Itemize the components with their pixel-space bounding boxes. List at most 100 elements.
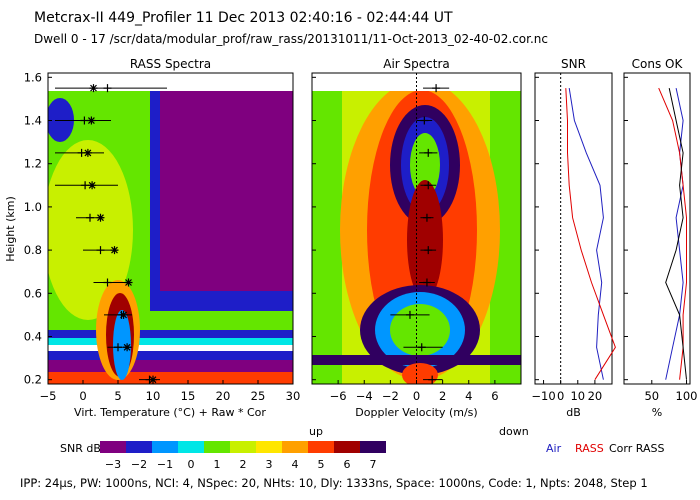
x-tick-label: 15 — [181, 389, 196, 403]
colorbar-swatch — [204, 441, 230, 453]
heat-band — [312, 91, 342, 384]
colorbar-tick: −2 — [131, 458, 147, 471]
rass-corrected-point — [87, 116, 96, 125]
panel-title-1: Air Spectra — [383, 57, 450, 71]
heat-blob — [390, 304, 450, 356]
legend-entry-2: Corr RASS — [609, 442, 664, 455]
legend-entry-0: Air — [546, 442, 562, 455]
snr-series-rass — [565, 88, 616, 380]
colorbar-tick: 2 — [240, 458, 247, 471]
x-tick-label: −10 — [531, 389, 555, 403]
rass-corrected-point — [96, 213, 105, 222]
x-tick-label: 10 — [146, 389, 161, 403]
panel-frame-3 — [623, 72, 691, 385]
x-tick-label: 4 — [465, 389, 472, 403]
air-velocity-point — [420, 116, 429, 125]
up-label: up — [309, 425, 323, 438]
footer-params: IPP: 24μs, PW: 1000ns, NCI: 4, NSpec: 20… — [20, 476, 648, 490]
air-velocity-point — [422, 278, 431, 287]
air-velocity-point — [432, 84, 441, 93]
x-tick-label: 5 — [114, 389, 121, 403]
x-tick-label: 0 — [413, 389, 420, 403]
heat-blob — [160, 91, 293, 291]
colorbar-tick: 5 — [318, 458, 325, 471]
x-tick-label: −6 — [330, 389, 347, 403]
colorbar-tick: 7 — [370, 458, 377, 471]
panel-frame-2 — [534, 72, 613, 385]
x-tick-label: 100 — [676, 389, 698, 403]
colorbar-swatch — [126, 441, 152, 453]
colorbar-swatch — [256, 441, 282, 453]
y-tick-label: 0.8 — [24, 243, 42, 257]
air-spectra-heatmap — [312, 91, 521, 384]
colorbar-swatch — [178, 441, 204, 453]
heat-band — [312, 355, 521, 365]
panel-title-2: SNR — [561, 57, 586, 71]
heat-blob — [410, 133, 440, 197]
y-tick-label: 0.2 — [24, 373, 42, 387]
heat-band — [48, 372, 293, 384]
air-velocity-point — [424, 246, 433, 255]
rass-corrected-point — [119, 310, 128, 319]
rass-corrected-point — [123, 343, 132, 352]
colorbar-tick: 3 — [266, 458, 273, 471]
x-tick-label: 25 — [251, 389, 266, 403]
colorbar-swatch — [230, 441, 256, 453]
colorbar-tick: −1 — [157, 458, 173, 471]
snr-series-air — [568, 88, 604, 380]
down-label: down — [499, 425, 529, 438]
colorbar-tick: −3 — [105, 458, 121, 471]
x-tick-label: 6 — [491, 389, 498, 403]
heat-blob — [48, 98, 74, 142]
colorbar-swatch — [282, 441, 308, 453]
x-tick-label: 10 — [570, 389, 585, 403]
x-tick-label: 20 — [588, 389, 603, 403]
rass-corrected-point — [88, 181, 97, 190]
rass-corrected-point — [89, 84, 98, 93]
x-tick-label: 20 — [216, 389, 231, 403]
colorbar-swatch — [308, 441, 334, 453]
rass-raw-point — [81, 181, 90, 190]
x-axis-label-1: Doppler Velocity (m/s) — [355, 406, 477, 419]
x-tick-label: −5 — [40, 389, 57, 403]
header-title: Metcrax-II 449_Profiler 11 Dec 2013 02:4… — [34, 10, 453, 26]
x-axis-label-3: % — [652, 406, 662, 419]
rass-corrected-point — [83, 148, 92, 157]
colorbar-swatch — [360, 441, 386, 453]
colorbar-swatch — [334, 441, 360, 453]
colorbar-swatch — [100, 441, 126, 453]
y-tick-label: 1.4 — [24, 114, 42, 128]
panel-frame-0 — [47, 72, 294, 385]
y-tick-label: 0.6 — [24, 286, 42, 300]
consok-series-corr-rass — [665, 87, 687, 380]
rass-corrected-point — [149, 375, 157, 384]
colorbar-tick: 4 — [292, 458, 299, 471]
x-tick-label: 2 — [439, 389, 446, 403]
y-axis-label: Height (km) — [4, 196, 17, 262]
air-velocity-point — [428, 375, 437, 384]
header-dwell-path: Dwell 0 - 17 /scr/data/modular_prof/raw_… — [34, 32, 548, 46]
rass-corrected-point — [124, 278, 133, 287]
heat-blob — [113, 310, 131, 380]
rass-raw-point — [114, 343, 122, 352]
y-tick-label: 0.4 — [24, 329, 42, 343]
air-velocity-point — [424, 148, 433, 157]
x-tick-label: 0 — [79, 389, 86, 403]
air-velocity-point — [424, 181, 433, 190]
rass-raw-point — [103, 278, 112, 287]
colorbar-tick: 1 — [214, 458, 221, 471]
colorbar-label: SNR dB — [60, 442, 101, 455]
y-tick-label: 1.6 — [24, 70, 42, 84]
colorbar-swatch — [152, 441, 178, 453]
air-velocity-point — [422, 213, 431, 222]
colorbar-tick: 0 — [188, 458, 195, 471]
panel-title-3: Cons OK — [632, 57, 684, 71]
x-tick-label: −2 — [382, 389, 399, 403]
x-axis-label-0: Virt. Temperature (°C) + Raw * Cor — [74, 406, 266, 419]
x-tick-label: −4 — [356, 389, 373, 403]
colorbar-tick: 6 — [344, 458, 351, 471]
y-tick-label: 1.2 — [24, 157, 42, 171]
x-axis-label-2: dB — [566, 406, 581, 419]
